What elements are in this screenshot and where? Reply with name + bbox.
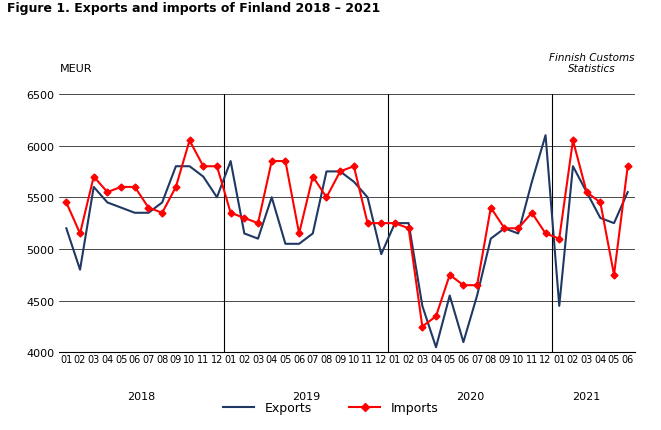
Imports	[541, 231, 549, 236]
Line: Exports: Exports	[66, 136, 628, 347]
Exports	[459, 340, 467, 345]
Imports	[473, 283, 481, 288]
Imports	[131, 185, 139, 190]
Exports	[391, 221, 399, 226]
Imports	[582, 190, 590, 195]
Exports	[186, 164, 194, 169]
Exports	[213, 195, 221, 200]
Imports	[405, 226, 412, 231]
Text: Figure 1. Exports and imports of Finland 2018 – 2021: Figure 1. Exports and imports of Finland…	[7, 2, 380, 15]
Exports	[569, 164, 577, 169]
Imports	[309, 175, 317, 180]
Imports	[158, 211, 166, 216]
Imports	[364, 221, 371, 226]
Imports	[459, 283, 467, 288]
Exports	[76, 267, 84, 273]
Exports	[336, 169, 344, 175]
Text: Finnish Customs
Statistics: Finnish Customs Statistics	[549, 52, 635, 74]
Exports	[514, 231, 522, 236]
Exports	[582, 190, 590, 195]
Imports	[90, 175, 98, 180]
Exports	[596, 216, 604, 221]
Imports	[323, 195, 330, 200]
Imports	[500, 226, 508, 231]
Exports	[405, 221, 412, 226]
Line: Imports: Imports	[64, 138, 630, 329]
Exports	[541, 133, 549, 138]
Exports	[131, 211, 139, 216]
Exports	[282, 242, 290, 247]
Exports	[199, 175, 207, 180]
Imports	[295, 231, 303, 236]
Imports	[103, 190, 111, 195]
Imports	[213, 164, 221, 169]
Text: 2019: 2019	[292, 391, 320, 401]
Imports	[418, 324, 426, 329]
Exports	[610, 221, 618, 226]
Imports	[186, 138, 194, 144]
Imports	[391, 221, 399, 226]
Imports	[528, 211, 536, 216]
Imports	[446, 273, 453, 278]
Imports	[377, 221, 385, 226]
Imports	[336, 169, 344, 175]
Imports	[624, 164, 632, 169]
Exports	[227, 159, 235, 164]
Imports	[282, 159, 290, 164]
Exports	[323, 169, 330, 175]
Exports	[90, 185, 98, 190]
Exports	[528, 180, 536, 185]
Imports	[555, 237, 563, 242]
Exports	[624, 190, 632, 195]
Imports	[569, 138, 577, 144]
Legend: Exports, Imports: Exports, Imports	[218, 396, 443, 419]
Imports	[432, 314, 440, 319]
Imports	[596, 200, 604, 206]
Exports	[295, 242, 303, 247]
Imports	[62, 200, 70, 206]
Exports	[268, 195, 276, 200]
Exports	[500, 226, 508, 231]
Exports	[364, 195, 371, 200]
Imports	[254, 221, 262, 226]
Imports	[610, 273, 618, 278]
Text: MEUR: MEUR	[59, 64, 92, 74]
Exports	[473, 293, 481, 298]
Imports	[514, 226, 522, 231]
Exports	[145, 211, 153, 216]
Imports	[350, 164, 358, 169]
Exports	[350, 180, 358, 185]
Imports	[145, 206, 153, 211]
Imports	[172, 185, 180, 190]
Imports	[268, 159, 276, 164]
Exports	[241, 231, 249, 236]
Exports	[158, 200, 166, 206]
Exports	[117, 206, 125, 211]
Exports	[309, 231, 317, 236]
Text: 2021: 2021	[572, 391, 601, 401]
Exports	[555, 304, 563, 309]
Text: 2018: 2018	[128, 391, 156, 401]
Exports	[172, 164, 180, 169]
Imports	[117, 185, 125, 190]
Imports	[486, 206, 494, 211]
Imports	[227, 211, 235, 216]
Imports	[76, 231, 84, 236]
Exports	[486, 237, 494, 242]
Exports	[432, 345, 440, 350]
Exports	[418, 304, 426, 309]
Exports	[377, 252, 385, 257]
Imports	[199, 164, 207, 169]
Text: 2020: 2020	[456, 391, 485, 401]
Exports	[446, 293, 453, 298]
Exports	[62, 226, 70, 231]
Imports	[241, 216, 249, 221]
Exports	[254, 237, 262, 242]
Exports	[103, 200, 111, 206]
